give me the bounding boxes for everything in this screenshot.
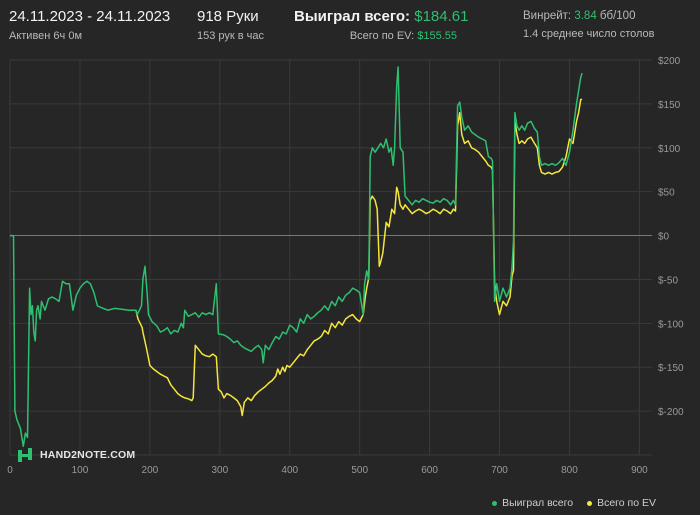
won-label: Выиграл всего:: [294, 8, 411, 25]
y-tick-label: $150: [658, 100, 681, 111]
x-tick-label: 500: [351, 465, 368, 476]
x-tick-label: 800: [561, 465, 578, 476]
y-tick-label: $-100: [658, 319, 684, 330]
hands-per-hour: 153 рук в час: [197, 30, 265, 42]
series-line-won: [10, 66, 583, 447]
y-tick-label: $0: [658, 232, 670, 243]
profit-chart: $-200 $-150 $-100 $-50 $0 $50 $100 $150 $200 0 100…: [7, 56, 684, 476]
y-tick-label: $100: [658, 144, 681, 155]
hand2note-logo-text: HAND2NOTE.COM: [40, 449, 136, 461]
y-tick-label: $-200: [658, 407, 684, 418]
legend-dot-ev: [587, 500, 593, 506]
x-tick-label: 600: [421, 465, 438, 476]
x-tick-label: 200: [142, 465, 159, 476]
ev-total: Всего по EV: $155.55: [294, 29, 457, 43]
legend-label-won: Выиграл всего: [502, 497, 574, 509]
winrate-value: 3.84: [574, 10, 597, 22]
hand2note-logo: HAND2NOTE.COM: [16, 446, 135, 464]
y-tick-label: $200: [658, 56, 681, 67]
legend-dot-won: [492, 500, 498, 506]
x-tick-label: 400: [281, 465, 298, 476]
won-total: Выиграл всего: $184.61: [294, 8, 468, 26]
winrate-block: Винрейт: 3.84 бб/100 1.4 среднее число с…: [523, 8, 655, 41]
x-tick-label: 300: [211, 465, 228, 476]
ev-label: Всего по EV:: [349, 30, 415, 42]
hands-count: 918 Руки: [197, 8, 259, 25]
x-tick-label: 900: [631, 465, 648, 476]
y-tick-label: $50: [658, 188, 675, 199]
winrate-label: Винрейт:: [523, 10, 572, 22]
hand2note-logo-icon: [18, 448, 32, 462]
stats-header: 24.11.2023 - 24.11.2023 Активен 6ч 0м 91…: [0, 0, 700, 48]
legend-item-won[interactable]: Выиграл всего: [492, 497, 573, 509]
y-tick-label: $-50: [658, 275, 678, 286]
hands-block: 918 Руки 153 рук в час: [197, 8, 264, 43]
won-value: $184.61: [414, 8, 469, 25]
active-time: Активен 6ч 0м: [9, 30, 83, 42]
x-tick-label: 100: [72, 465, 89, 476]
x-tick-label: 700: [491, 465, 508, 476]
date-range: 24.11.2023 - 24.11.2023: [9, 8, 171, 25]
y-tick-label: $-150: [658, 363, 684, 374]
ev-value: $155.55: [417, 30, 457, 42]
winrate: Винрейт: 3.84 бб/100: [523, 9, 655, 24]
date-block: 24.11.2023 - 24.11.2023 Активен 6ч 0м: [9, 8, 170, 43]
won-block: Выиграл всего: $184.61 Всего по EV: $155…: [294, 8, 468, 43]
chart-legend: Выиграл всего Всего по EV: [492, 497, 656, 509]
legend-item-ev[interactable]: Всего по EV: [587, 497, 656, 509]
legend-label-ev: Всего по EV: [597, 497, 656, 509]
x-tick-label: 0: [7, 465, 13, 476]
avg-tables: 1.4 среднее число столов: [523, 28, 655, 40]
winrate-unit: бб/100: [599, 10, 636, 22]
